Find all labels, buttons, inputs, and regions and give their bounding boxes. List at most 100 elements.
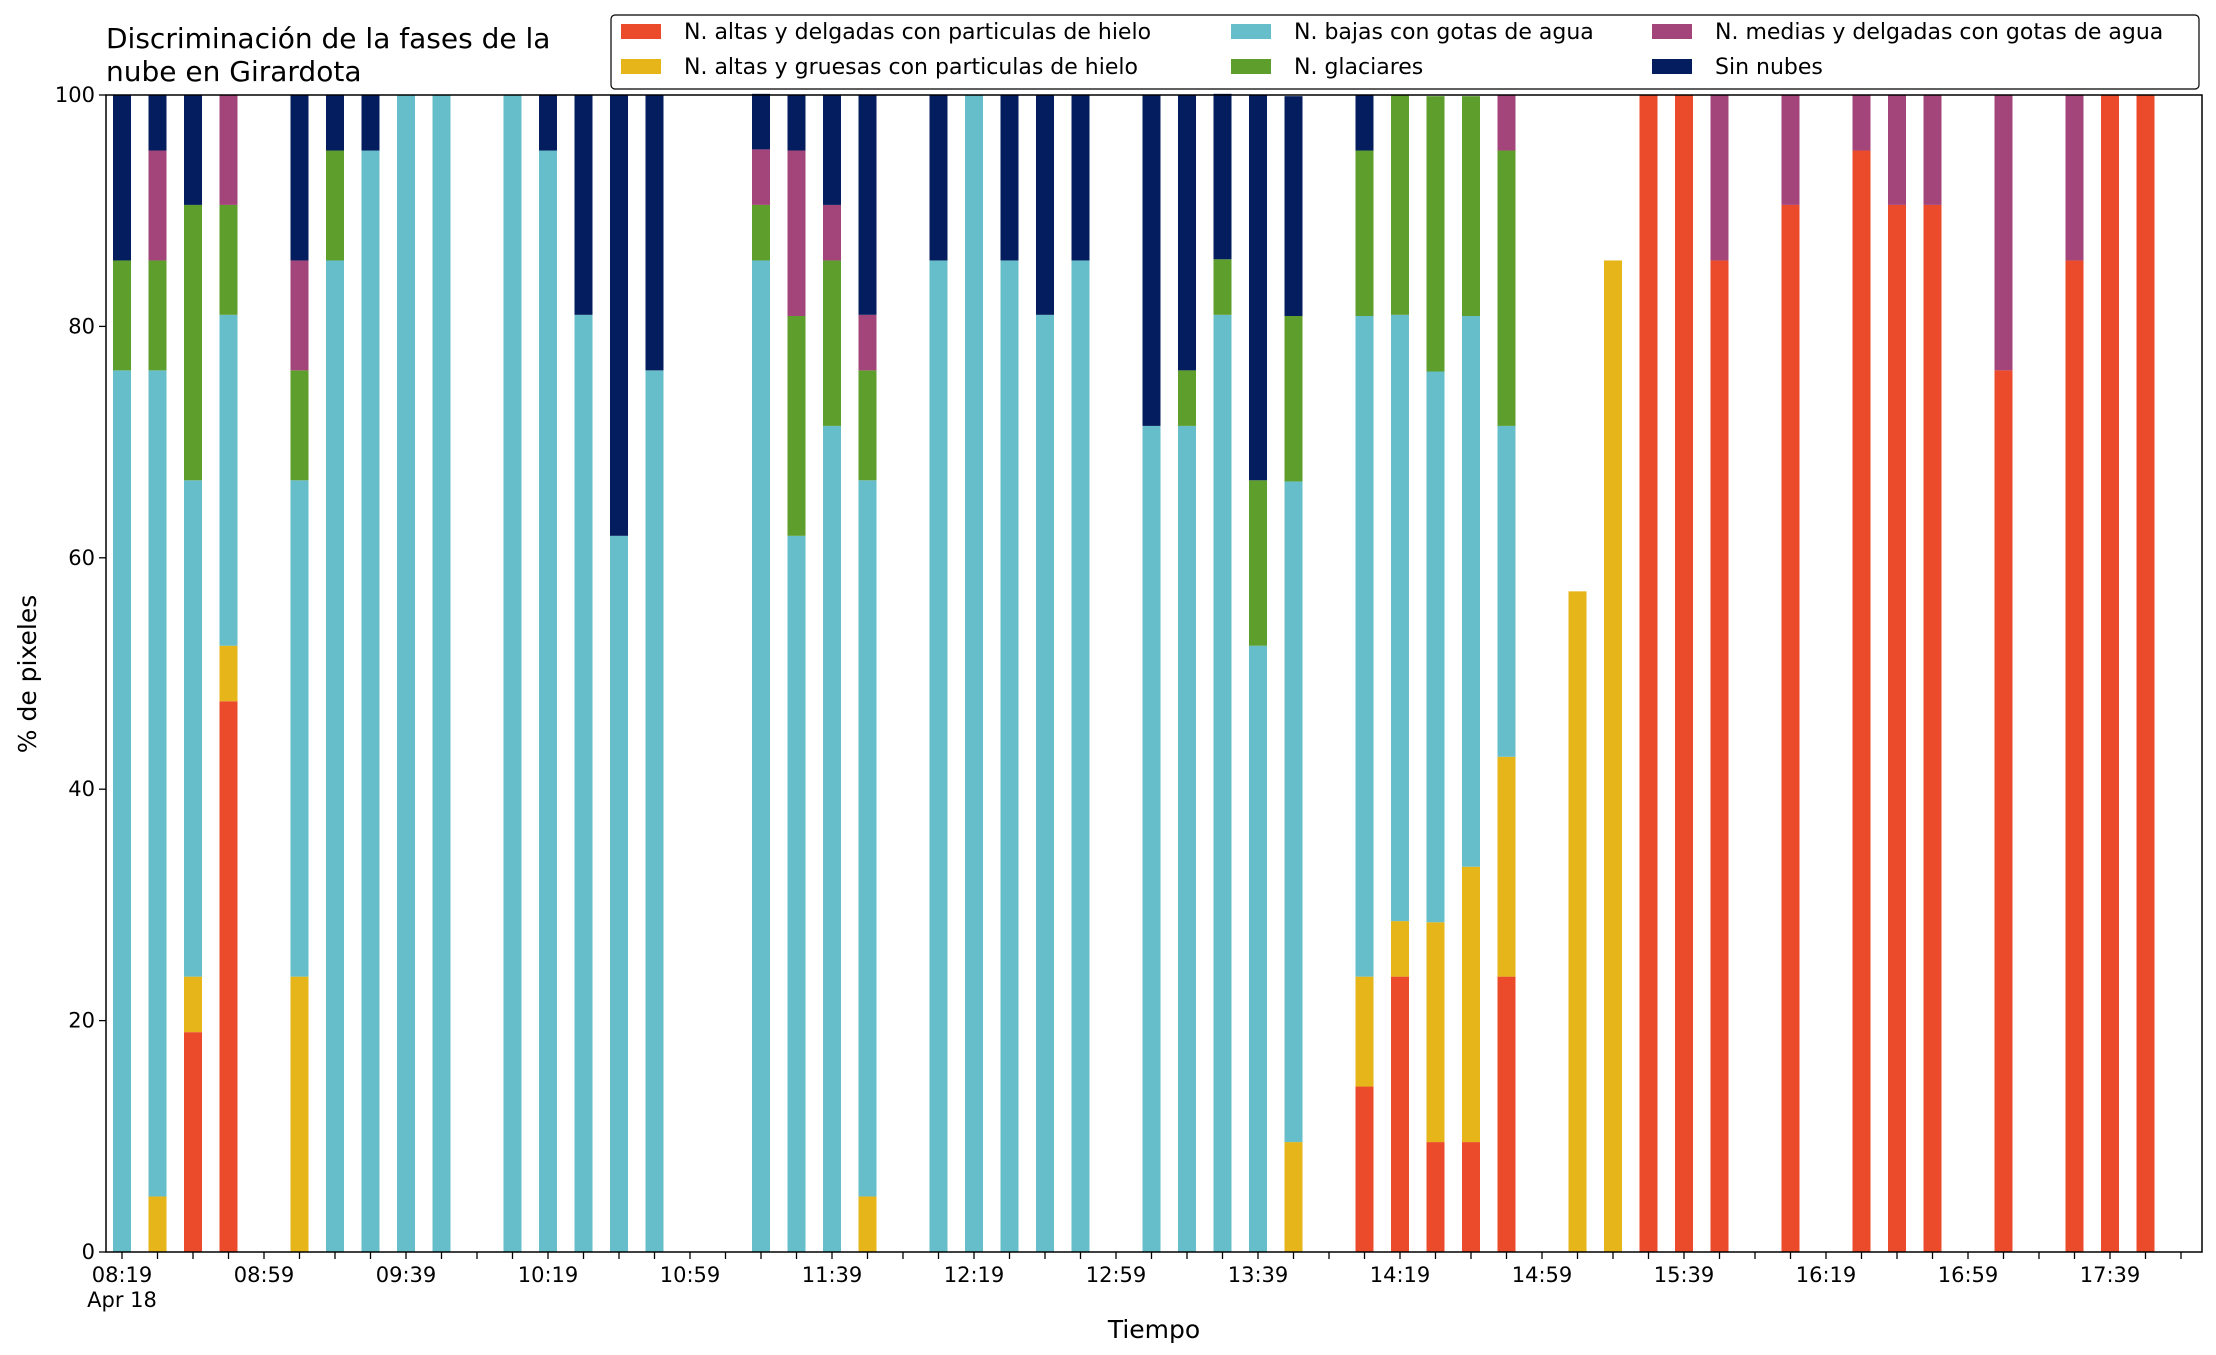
bar-segment-s0-17:49 <box>2136 95 2155 1252</box>
bar-segment-s2-13:49 <box>1284 481 1303 1143</box>
bar-segment-s2-12:49 <box>1071 260 1090 1252</box>
y-tick-label-80: 80 <box>68 314 95 338</box>
bar-segment-s4-16:39 <box>1888 95 1906 205</box>
bar-segment-s3-08:39 <box>184 204 202 481</box>
bar-segment-s0-14:09 <box>1355 1086 1374 1252</box>
bar-segment-s2-10:29 <box>574 314 593 1253</box>
x-tick-label-16:19: 16:19 <box>1796 1263 1857 1287</box>
bar-segment-s2-10:39 <box>610 535 628 1252</box>
bar-segment-s2-13:19 <box>1178 425 1196 1252</box>
bar-segment-s0-14:39 <box>1462 1142 1480 1252</box>
bar-segment-s1-14:09 <box>1355 976 1374 1087</box>
legend-swatch-4 <box>1652 24 1692 39</box>
x-tick-label-14:19: 14:19 <box>1370 1263 1431 1287</box>
bar-segment-s2-14:39 <box>1462 315 1480 867</box>
bar-segment-s0-14:19 <box>1391 976 1409 1252</box>
bar-segment-s0-16:29 <box>1852 150 1871 1252</box>
chart-title-line-1: Discriminación de la fases de la <box>106 22 550 55</box>
bar-segment-s0-15:39 <box>1675 95 1693 1252</box>
bar-segment-s4-11:29 <box>787 150 806 316</box>
x-tick-label-14:59: 14:59 <box>1512 1263 1573 1287</box>
bar-segment-s2-10:09 <box>503 95 522 1252</box>
bar-segment-s2-08:49 <box>219 314 238 646</box>
bar-segment-s3-11:39 <box>823 260 841 426</box>
bar-segment-s2-10:19 <box>539 150 557 1252</box>
bar-segment-s0-14:29 <box>1426 1142 1445 1252</box>
bar-segment-s2-13:09 <box>1142 425 1161 1252</box>
x-tick-label-10:19: 10:19 <box>518 1263 579 1287</box>
y-tick-label-0: 0 <box>82 1240 95 1264</box>
bar-segment-s2-11:39 <box>823 425 841 1252</box>
bar-segment-s0-17:29 <box>2065 260 2084 1252</box>
bar-segment-s1-11:49 <box>858 1196 877 1252</box>
bar-segment-s2-14:09 <box>1355 315 1374 977</box>
bar-segment-s5-13:49 <box>1284 96 1303 316</box>
bar-segment-s2-11:29 <box>787 535 806 1252</box>
x-tick-label-12:19: 12:19 <box>944 1263 1005 1287</box>
bar-segment-s3-14:19 <box>1391 95 1409 315</box>
bar-segment-s3-11:49 <box>858 370 877 481</box>
bar-segment-s1-15:09 <box>1568 591 1587 1252</box>
plot-frame <box>105 94 2203 1253</box>
legend-swatch-2 <box>1231 24 1271 39</box>
bar-segment-s2-08:29 <box>148 370 167 1197</box>
bar-segment-s5-10:19 <box>539 95 557 151</box>
y-axis-label: % de pixeles <box>13 595 42 753</box>
bar-segment-s3-09:09 <box>290 370 309 481</box>
bar-segment-s5-09:29 <box>361 95 380 151</box>
bar-segment-s4-16:29 <box>1852 95 1871 151</box>
legend-label-4: N. medias y delgadas con gotas de agua <box>1715 20 2163 45</box>
y-tick-label-20: 20 <box>68 1009 95 1033</box>
bar-segment-s5-09:19 <box>326 95 344 151</box>
bar-segment-s2-08:39 <box>184 480 202 977</box>
bar-segment-s0-16:09 <box>1781 204 1800 1252</box>
x-tick-label-11:39: 11:39 <box>802 1263 863 1287</box>
legend-label-2: N. bajas con gotas de agua <box>1294 20 1594 45</box>
bar-segment-s5-11:19 <box>752 93 770 150</box>
x-axis-label: Tiempo <box>1107 1315 1200 1344</box>
legend-label-5: Sin nubes <box>1715 55 1823 80</box>
bar-segment-s4-17:09 <box>1994 95 2013 371</box>
bar-segment-s1-14:39 <box>1462 866 1480 1143</box>
bar-segment-s2-09:09 <box>290 480 309 977</box>
bar-segment-s2-09:39 <box>397 95 415 1252</box>
bar-segment-s3-08:49 <box>219 204 238 315</box>
bar-segment-s2-12:09 <box>929 260 948 1252</box>
bar-segment-s4-11:39 <box>823 204 841 261</box>
legend-swatch-3 <box>1231 59 1271 74</box>
bar-segment-s0-15:29 <box>1639 95 1658 1252</box>
bar-segment-s5-13:29 <box>1213 93 1232 260</box>
bar-segment-s1-14:49 <box>1497 756 1516 977</box>
bar-segment-s4-08:49 <box>219 95 238 205</box>
bar-segment-s5-11:29 <box>787 95 806 151</box>
bar-segment-s5-09:09 <box>290 95 309 261</box>
bar-segment-s2-08:19 <box>113 370 131 1252</box>
bar-segment-s5-08:19 <box>113 95 131 261</box>
bar-segment-s4-11:49 <box>858 314 877 371</box>
bar-segment-s1-14:29 <box>1426 922 1445 1143</box>
bar-segment-s5-14:09 <box>1355 95 1374 151</box>
bar-segment-s3-11:29 <box>787 315 806 536</box>
bar-segment-s1-09:09 <box>290 976 309 1252</box>
bar-segment-s3-08:29 <box>148 260 167 371</box>
bar-segment-s2-10:49 <box>645 370 664 1252</box>
bar-segment-s0-15:49 <box>1710 260 1729 1252</box>
legend-swatch-0 <box>621 24 661 39</box>
x-tick-label-17:39: 17:39 <box>2080 1263 2141 1287</box>
bar-segment-s5-08:39 <box>184 95 202 205</box>
bar-segment-s5-12:39 <box>1036 95 1054 315</box>
bar-segment-s2-13:39 <box>1249 645 1267 1252</box>
bar-segment-s3-13:19 <box>1178 370 1196 426</box>
x-tick-label-13:39: 13:39 <box>1228 1263 1289 1287</box>
bar-segment-s5-11:39 <box>823 95 841 205</box>
bar-segment-s5-13:39 <box>1249 95 1267 481</box>
bar-segment-s1-14:19 <box>1391 921 1409 977</box>
bar-segment-s3-13:29 <box>1213 259 1232 315</box>
y-tick-label-40: 40 <box>68 777 95 801</box>
y-tick-label-100: 100 <box>55 83 95 107</box>
bar-segment-s0-17:09 <box>1994 370 2013 1252</box>
bar-segment-s2-11:49 <box>858 480 877 1197</box>
bar-segment-s2-13:29 <box>1213 314 1232 1253</box>
x-tick-label-10:59: 10:59 <box>660 1263 721 1287</box>
